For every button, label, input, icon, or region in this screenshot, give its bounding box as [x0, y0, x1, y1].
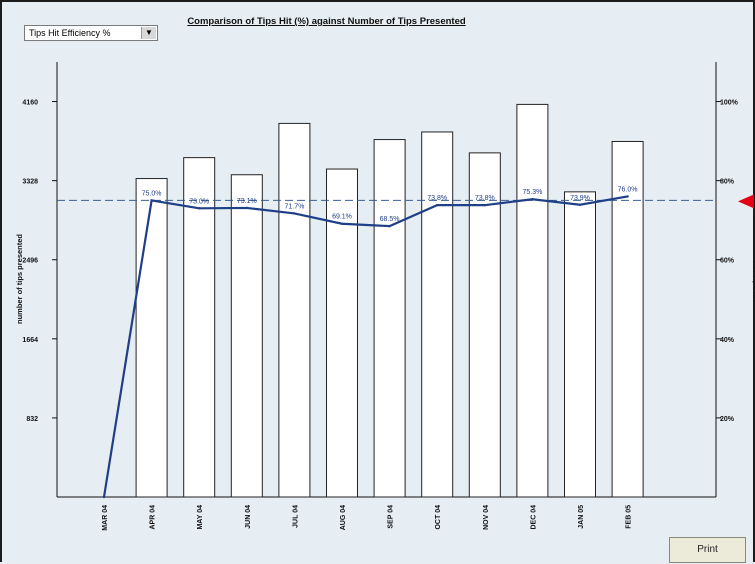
bar: [421, 131, 454, 498]
right-tick-label: 20%: [720, 416, 735, 423]
x-tick-label: JUN 04: [245, 505, 252, 529]
data-label: 73.8%: [475, 195, 495, 202]
line-point: [531, 198, 534, 201]
data-label: 69.1%: [332, 214, 352, 221]
line-point: [293, 212, 296, 215]
data-label: 73.9%: [570, 195, 590, 202]
x-tick-label: JAN 05: [578, 505, 585, 529]
line-point: [436, 203, 439, 207]
bar: [611, 140, 644, 498]
bar: [373, 139, 406, 498]
y-axis-label: number of tips presented: [15, 234, 24, 324]
left-tick-label: 2496: [22, 258, 38, 265]
right-tick-label: 100%: [720, 100, 739, 107]
x-tick-label: JUL 04: [292, 505, 299, 528]
line-point: [483, 203, 486, 207]
left-tick-label: 4160: [22, 100, 38, 107]
left-tick-label: 1664: [22, 337, 38, 344]
x-tick-label: MAY 04: [197, 505, 204, 530]
x-tick-label: MAR 04: [102, 505, 109, 531]
chevron-down-icon[interactable]: ▼: [141, 27, 156, 39]
x-tick-label: APR 04: [150, 505, 157, 530]
x-tick-label: DEC 04: [530, 505, 537, 530]
right-tick-label: 40%: [720, 337, 735, 344]
efficiency-line: [102, 195, 628, 498]
bar: [135, 178, 168, 498]
line-point: [578, 203, 582, 206]
data-label: 75.0%: [142, 190, 162, 197]
line-point: [198, 207, 201, 210]
y2-axis-label: % of Tips Hit: [752, 256, 755, 302]
data-label: 75.3%: [522, 189, 542, 196]
print-button[interactable]: Print: [669, 537, 746, 563]
x-tick-label: SEP 04: [388, 505, 395, 529]
metric-selector-value: Tips Hit Efficiency %: [29, 28, 111, 38]
data-label: 68.5%: [380, 216, 400, 223]
data-label: 73.1%: [237, 198, 257, 205]
bar: [183, 157, 216, 498]
x-tick-label: AUG 04: [340, 505, 347, 530]
x-tick-label: FEB 05: [626, 505, 633, 529]
right-tick-label: 80%: [720, 179, 735, 186]
bar: [564, 191, 596, 498]
data-label: 73.0%: [189, 198, 209, 205]
data-label: 71.7%: [284, 203, 304, 210]
left-tick-label: 832: [26, 416, 38, 423]
bar: [516, 103, 549, 498]
line-point: [388, 224, 391, 228]
data-label: 73.8%: [427, 195, 447, 202]
bar: [468, 152, 501, 498]
line-point: [626, 195, 629, 198]
line-point: [245, 206, 248, 210]
bar: [230, 174, 263, 498]
target-marker: [738, 194, 754, 209]
bar: [278, 122, 311, 498]
x-tick-label: NOV 04: [483, 505, 490, 530]
right-tick-label: 60%: [720, 258, 735, 265]
left-tick-label: 3328: [22, 179, 38, 186]
line-point: [340, 222, 344, 225]
data-label: 76.0%: [618, 186, 638, 193]
metric-selector[interactable]: Tips Hit Efficiency % ▼: [24, 25, 158, 41]
chart-title: Comparison of Tips Hit (%) against Numbe…: [187, 16, 466, 27]
line-point: [102, 495, 106, 499]
line-point: [150, 199, 153, 202]
x-tick-label: OCT 04: [435, 505, 442, 530]
